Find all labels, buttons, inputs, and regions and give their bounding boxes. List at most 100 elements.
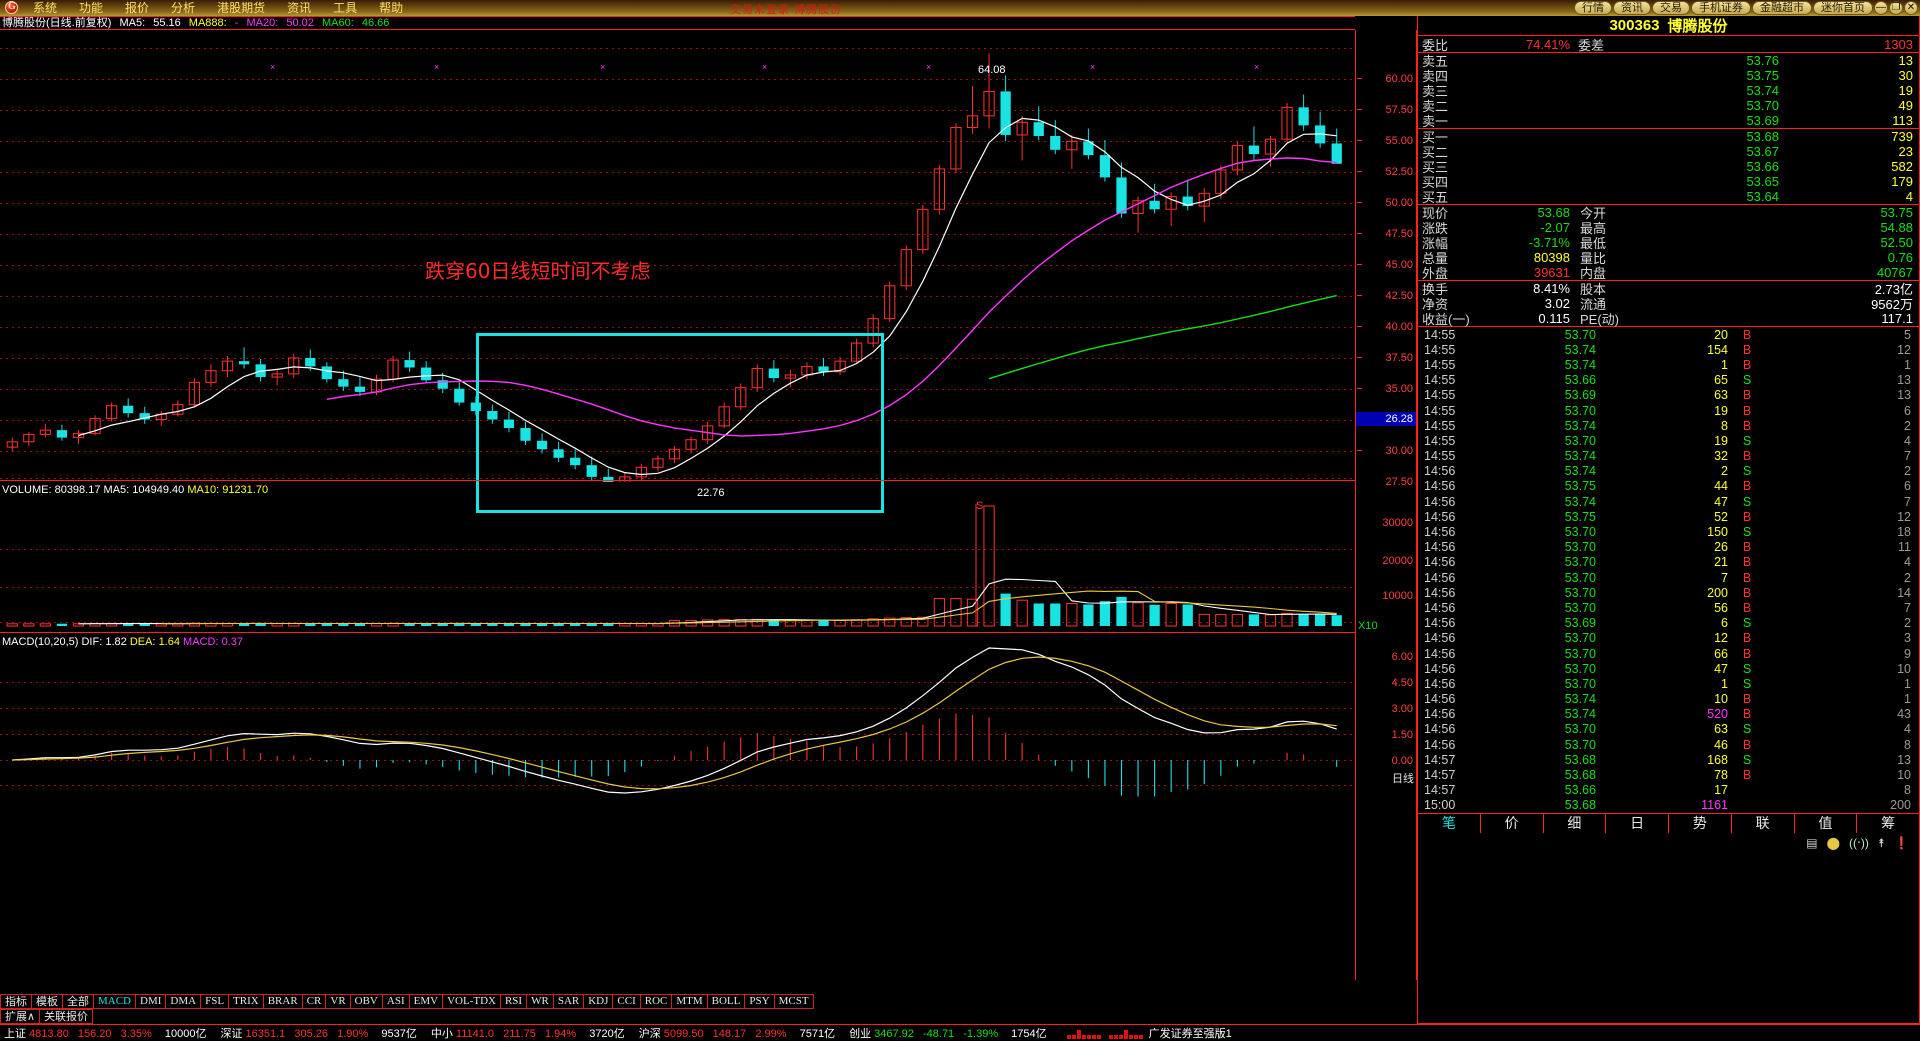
menu-item-analysis[interactable]: 分析 [171,1,196,15]
indicator-toolbar-row2[interactable]: 扩展∧ 关联报价 [0,1009,1355,1024]
toolbar-cci[interactable]: CCI [613,994,641,1009]
menu-item-news[interactable]: 资讯 [287,1,312,15]
toolbar-wr[interactable]: WR [527,994,554,1009]
menu-item-function[interactable]: 功能 [79,1,104,15]
menu-item-help[interactable]: 帮助 [379,1,404,15]
menu-item-quote[interactable]: 报价 [125,1,150,15]
tick-row[interactable]: 14:55 53.74 8 B 2 [1418,418,1919,433]
tick-row[interactable]: 14:57 53.68 168 S 13 [1418,752,1919,767]
toolbar-kdj[interactable]: KDJ [584,994,614,1009]
tab-linked[interactable]: 联 [1732,814,1795,833]
quote-panel-tabs[interactable]: 笔 价 细 日 势 联 值 筹 [1418,813,1919,833]
menu-item-hk-futures[interactable]: 港股期货 [217,1,266,15]
coin-icon[interactable]: ⬤ [1826,836,1841,850]
tick-row[interactable]: 14:56 53.75 44 B 6 [1418,479,1919,494]
pill-mobile-securities[interactable]: 手机证券 [1691,1,1751,15]
tick-row[interactable]: 14:56 53.74 10 B 1 [1418,692,1919,707]
tick-row[interactable]: 14:56 53.74 47 S 7 [1418,494,1919,509]
chart-canvas-area[interactable]: × × × × × × × 跌穿60日线短时间不考虑 64.08 22.76 V… [0,30,1355,980]
tick-row[interactable]: 15:00 53.68 1161 200 [1418,798,1919,813]
tick-row[interactable]: 14:56 53.70 56 B 7 [1418,600,1919,615]
tick-row[interactable]: 14:55 53.70 19 B 6 [1418,403,1919,418]
restore-icon[interactable]: ❐ [1889,1,1903,15]
menu-item-system[interactable]: 系统 [33,1,58,15]
toolbar-vr[interactable]: VR [326,994,351,1009]
pill-trade[interactable]: 交易 [1652,1,1690,15]
tick-row[interactable]: 14:55 53.70 20 B 5 [1418,327,1919,342]
toolbar-indicator-label[interactable]: 指标 [0,994,32,1009]
tree-icon[interactable]: ⯭ [1877,835,1886,850]
alert-icon[interactable]: ❗ [1894,836,1909,850]
pill-financial-mall[interactable]: 金融超市 [1752,1,1812,15]
tick-row[interactable]: 14:55 53.69 63 B 13 [1418,388,1919,403]
tab-value[interactable]: 值 [1795,814,1858,833]
toolbar-psy[interactable]: PSY [745,994,775,1009]
menu-item-tools[interactable]: 工具 [333,1,358,15]
toolbar-obv[interactable]: OBV [350,994,383,1009]
toolbar-all-label[interactable]: 全部 [63,994,94,1009]
tick-row[interactable]: 14:56 53.70 200 B 14 [1418,585,1919,600]
toolbar-trix[interactable]: TRIX [229,994,264,1009]
tick-row[interactable]: 14:56 53.70 21 B 4 [1418,555,1919,570]
indicator-toolbar[interactable]: 指标 模板 全部 MACD DMI DMA FSL TRIX BRAR CR V… [0,994,1355,1009]
tick-row[interactable]: 14:55 53.74 32 B 7 [1418,449,1919,464]
toolbar-rsi[interactable]: RSI [500,994,528,1009]
toolbar-boll[interactable]: BOLL [707,994,746,1009]
toolbar-dma[interactable]: DMA [166,994,202,1009]
tick-row[interactable]: 14:56 53.75 52 B 12 [1418,509,1919,524]
toolbar-linked-quote[interactable]: 关联报价 [40,1009,94,1024]
tick-trade-list[interactable]: 14:55 53.70 20 B 5 14:55 53.74 154 B 12 14:55 53.74… [1418,327,1919,813]
index-szse[interactable]: 深证 16351.1 305.26 1.90% 9537亿 [220,1025,416,1041]
toolbar-dmi[interactable]: DMI [136,994,167,1009]
toolbar-mtm[interactable]: MTM [672,994,708,1009]
tick-row[interactable]: 14:56 53.70 26 B 11 [1418,540,1919,555]
toolbar-cr[interactable]: CR [302,994,327,1009]
tick-row[interactable]: 14:56 53.70 47 S 10 [1418,661,1919,676]
signal-icon[interactable]: ((‧)) [1849,836,1869,850]
pill-mini-home[interactable]: 迷你首页 [1813,1,1873,15]
index-sme[interactable]: 中小 11141.0 211.75 1.94% 3720亿 [431,1025,625,1041]
tick-row[interactable]: 14:55 53.66 65 S 13 [1418,373,1919,388]
toolbar-mcst[interactable]: MCST [774,994,814,1009]
toolbar-brar[interactable]: BRAR [263,994,303,1009]
tick-row[interactable]: 14:57 53.66 17 8 [1418,783,1919,798]
volume-pane[interactable]: VOLUME: 80398.17 MA5: 104949.40 MA10: 91… [0,482,1355,634]
tick-row[interactable]: 14:55 53.70 19 S 4 [1418,433,1919,448]
kline-period-label[interactable]: 日线 [1392,773,1414,785]
minimize-icon[interactable]: — [1874,1,1888,15]
toolbar-macd[interactable]: MACD [94,994,137,1009]
index-csi300[interactable]: 沪深 5099.50 148.17 2.99% 7571亿 [639,1025,835,1041]
toolbar-emv[interactable]: EMV [409,994,444,1009]
tab-ticks[interactable]: 笔 [1418,814,1481,833]
tick-row[interactable]: 14:56 53.70 46 B 8 [1418,737,1919,752]
chart-selection-box[interactable] [476,333,884,513]
tick-row[interactable]: 14:55 53.74 154 B 12 [1418,342,1919,357]
tab-daily[interactable]: 日 [1606,814,1669,833]
toolbar-expand[interactable]: 扩展∧ [0,1009,41,1024]
document-icon[interactable]: ▤ [1806,836,1818,850]
pill-news[interactable]: 资讯 [1613,1,1651,15]
tick-row[interactable]: 14:56 53.70 1 S 1 [1418,676,1919,691]
tab-chips[interactable]: 筹 [1881,815,1896,831]
tick-row[interactable]: 14:57 53.68 78 B 10 [1418,767,1919,782]
index-chinext[interactable]: 创业 3467.92 -48.71 -1.39% 1754亿 [849,1025,1047,1041]
tick-row[interactable]: 14:56 53.74 520 B 43 [1418,707,1919,722]
tab-price[interactable]: 价 [1481,814,1544,833]
toolbar-template-label[interactable]: 模板 [32,994,63,1009]
pill-market[interactable]: 行情 [1574,1,1612,15]
close-icon[interactable]: ✕ [1904,1,1918,15]
tick-row[interactable]: 14:56 53.70 7 B 2 [1418,570,1919,585]
tick-row[interactable]: 14:56 53.70 66 B 9 [1418,646,1919,661]
index-sse[interactable]: 上证 4813.80 156.20 3.35% 10000亿 [4,1025,206,1041]
tick-row[interactable]: 14:56 53.70 63 S 4 [1418,722,1919,737]
tick-row[interactable]: 14:56 53.74 2 S 2 [1418,464,1919,479]
tick-row[interactable]: 14:56 53.70 150 S 18 [1418,524,1919,539]
toolbar-fsl[interactable]: FSL [201,994,230,1009]
panel-tray-icons[interactable]: ▤ ⬤ ((‧)) ⯭ ❗ [1418,833,1919,853]
tick-row[interactable]: 14:55 53.74 1 B 1 [1418,357,1919,372]
toolbar-sar[interactable]: SAR [553,994,585,1009]
price-pane[interactable]: × × × × × × × 跌穿60日线短时间不考虑 64.08 22.76 [0,30,1355,513]
macd-pane[interactable]: MACD(10,20,5) DIF: 1.82 DEA: 1.64 MACD: … [0,634,1355,804]
tab-detail[interactable]: 细 [1544,814,1607,833]
tick-row[interactable]: 14:56 53.69 6 S 2 [1418,616,1919,631]
